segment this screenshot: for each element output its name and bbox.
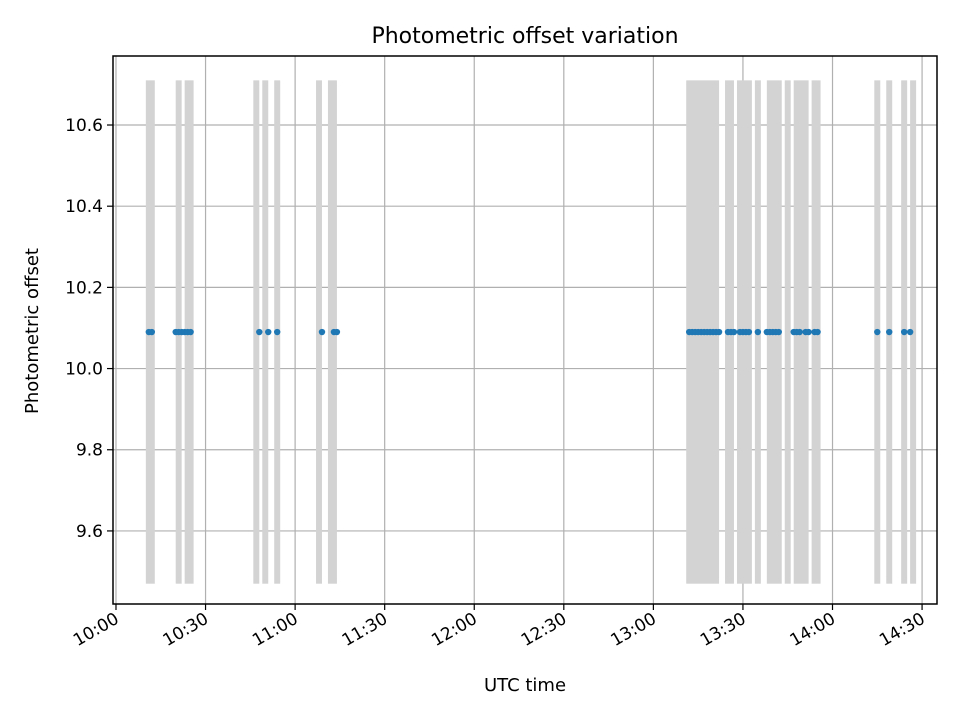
shaded-interval <box>784 80 791 584</box>
x-tick-label: 13:30 <box>697 609 749 651</box>
x-tick-label: 12:00 <box>428 609 480 651</box>
x-axis-label: UTC time <box>484 675 566 696</box>
data-point <box>715 328 723 336</box>
x-tick-label: 13:00 <box>607 609 659 651</box>
data-point <box>256 328 263 336</box>
plot-frame <box>112 55 938 605</box>
data-point <box>754 328 762 336</box>
y-tick-label: 10.4 <box>65 197 103 217</box>
x-axis-ticks: 10:00 10:30 11:00 11:30 12:00 12:30 13:00 13:30… <box>70 604 929 651</box>
data-point <box>333 328 341 336</box>
x-tick-label: 14:00 <box>787 609 839 651</box>
data-point <box>745 328 753 336</box>
data-point <box>187 328 194 336</box>
data-point <box>730 328 738 336</box>
y-tick-label: 9.8 <box>76 441 103 461</box>
data-point <box>900 328 908 336</box>
data-point <box>148 328 156 336</box>
y-tick-label: 10.6 <box>65 116 103 136</box>
y-tick-label: 9.6 <box>76 522 103 542</box>
x-tick-label: 10:30 <box>160 609 212 651</box>
x-tick-label: 11:30 <box>339 609 391 651</box>
data-point <box>814 328 821 336</box>
x-tick-label: 11:00 <box>249 609 301 651</box>
x-tick-label: 10:00 <box>70 609 122 651</box>
data-point <box>886 328 893 336</box>
data-point <box>906 328 914 336</box>
data-point <box>805 328 812 336</box>
data-point <box>796 328 803 336</box>
chart-title: Photometric offset variation <box>371 24 678 49</box>
x-tick-label: 14:30 <box>876 609 928 651</box>
data-point <box>265 328 272 336</box>
x-tick-label: 12:30 <box>518 609 570 651</box>
y-tick-label: 10.0 <box>65 360 103 380</box>
y-axis-ticks: 9.6 9.8 10.0 10.2 10.4 10.6 <box>65 116 113 542</box>
y-axis-label: Photometric offset <box>22 248 43 414</box>
y-tick-label: 10.2 <box>65 278 103 298</box>
data-point <box>318 328 326 336</box>
data-point <box>874 328 881 336</box>
data-points <box>145 328 914 336</box>
data-point <box>274 328 281 336</box>
data-point <box>775 328 782 336</box>
